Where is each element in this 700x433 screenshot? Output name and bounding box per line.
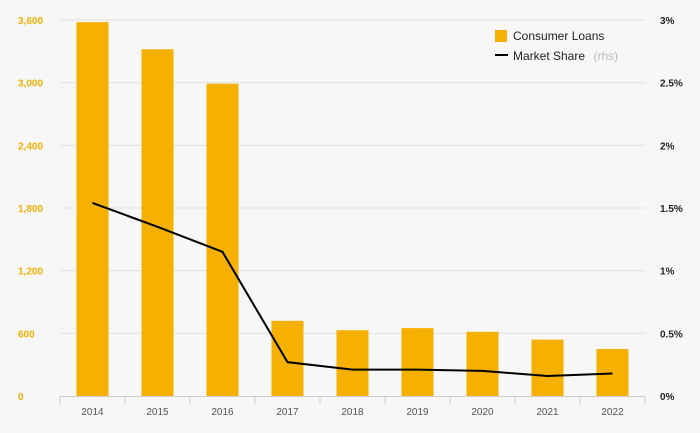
- bar-2022: [596, 349, 629, 396]
- legend-swatch-consumer-loans: [495, 30, 507, 42]
- right-tick-label: 1%: [660, 267, 675, 278]
- bar-2019: [401, 328, 434, 396]
- right-axis-tick-labels: 0% 0.5% 1% 1.5% 2% 2.5% 3%: [660, 16, 683, 403]
- left-tick-label: 3,600: [18, 16, 43, 27]
- left-tick-label: 3,000: [18, 79, 43, 90]
- bar-2017: [271, 320, 304, 396]
- bar-2014: [76, 22, 109, 396]
- right-tick-label: 1.5%: [660, 204, 683, 215]
- left-tick-label: 2,400: [18, 141, 43, 152]
- x-tick-label: 2015: [146, 407, 169, 418]
- right-tick-label: 3%: [660, 16, 675, 27]
- left-tick-label: 1,800: [18, 204, 43, 215]
- bar-2020: [466, 331, 499, 396]
- bar-series-consumer-loans: [76, 22, 629, 396]
- right-tick-label: 0%: [660, 392, 675, 403]
- x-tick-label: 2017: [276, 407, 299, 418]
- legend-label-consumer-loans: Consumer Loans: [513, 29, 604, 43]
- right-tick-label: 2%: [660, 141, 675, 152]
- left-tick-label: 0: [18, 392, 24, 403]
- left-axis-tick-labels: 0 600 1,200 1,800 2,400 3,000 3,600: [18, 16, 43, 403]
- x-tick-label: 2021: [536, 407, 559, 418]
- bar-2016: [206, 83, 239, 396]
- bar-2018: [336, 330, 369, 396]
- x-tick-label: 2019: [406, 407, 429, 418]
- x-tick-label: 2022: [601, 407, 624, 418]
- right-tick-label: 2.5%: [660, 79, 683, 90]
- x-tick-label: 2018: [341, 407, 364, 418]
- left-tick-label: 600: [18, 329, 35, 340]
- x-axis-tick-labels: 2014 2015 2016 2017 2018 2019 2020 2021 2022: [81, 407, 624, 418]
- axes: [59, 396, 646, 404]
- x-tick-label: 2014: [81, 407, 104, 418]
- right-tick-label: 0.5%: [660, 329, 683, 340]
- x-tick-label: 2016: [211, 407, 234, 418]
- line-series-market-share: [92, 202, 613, 377]
- bar-2021: [531, 339, 564, 396]
- x-tick-label: 2020: [471, 407, 494, 418]
- legend: Consumer Loans Market Share (rhs): [495, 29, 618, 64]
- left-tick-label: 1,200: [18, 267, 43, 278]
- legend-label-market-share: Market Share (rhs): [513, 47, 618, 64]
